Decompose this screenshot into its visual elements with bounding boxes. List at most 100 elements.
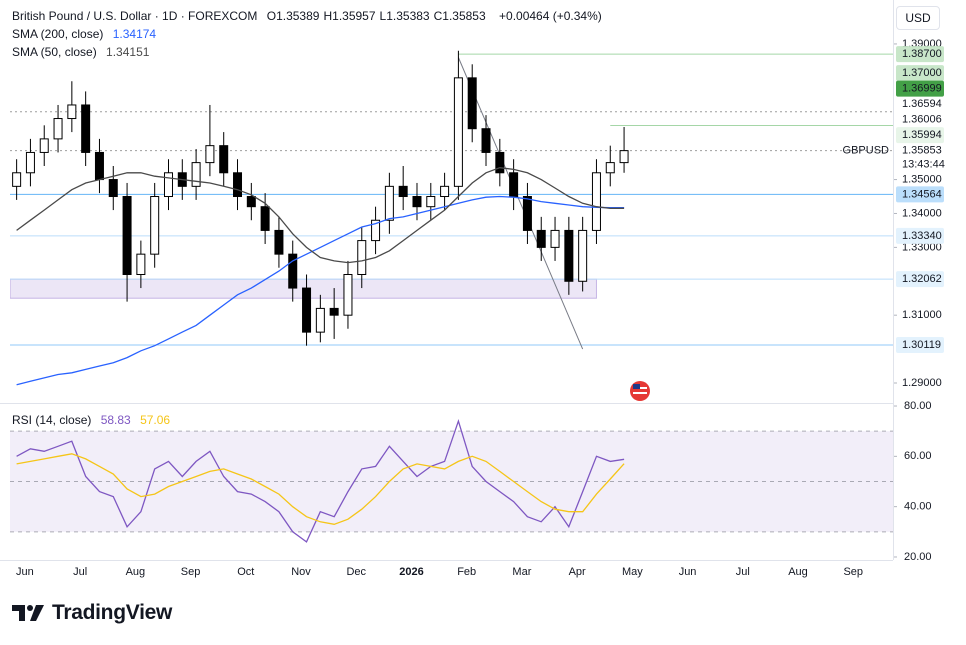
candle-body — [246, 196, 256, 208]
line — [16, 453, 625, 525]
candle-body — [136, 253, 146, 275]
ohlc-item: L1.35383 — [380, 9, 430, 23]
candle-body — [343, 273, 353, 316]
candle-body — [39, 138, 49, 153]
flag-icon — [630, 381, 650, 401]
y-tick-label: 1.29000 — [902, 377, 942, 389]
candle-body — [81, 104, 91, 153]
y-tick-label: 60.00 — [904, 450, 932, 462]
y-tick-label: 20.00 — [904, 551, 932, 563]
x-tick-label: Feb — [457, 566, 476, 578]
candle-body — [578, 229, 588, 282]
symbol-label: GBPUSD — [843, 145, 890, 157]
candle-body — [522, 196, 532, 231]
candle-body — [219, 145, 229, 174]
change: +0.00464 (+0.34%) — [499, 9, 602, 23]
brand-name: TradingView — [52, 601, 173, 624]
rsi-ma-value: 57.06 — [140, 413, 171, 427]
candle-body — [274, 229, 284, 255]
candle-body — [25, 151, 35, 174]
price-label: 1.36999 — [902, 83, 942, 95]
candle-body — [12, 172, 22, 187]
trendline — [457, 57, 584, 350]
price-label-box — [896, 80, 944, 97]
candle-body — [440, 185, 450, 198]
candle-body — [315, 307, 325, 333]
price-label-box — [896, 186, 944, 203]
x-tick-label: Sep — [843, 566, 863, 578]
y-tick-label: 40.00 — [904, 501, 932, 513]
ohlc-value: 1.35383 — [386, 9, 430, 23]
candle-body — [426, 196, 436, 208]
price-label: 1.37000 — [902, 67, 942, 79]
candle-body — [398, 185, 408, 198]
candle-body — [619, 150, 629, 164]
price-label: 1.35853 — [902, 145, 942, 157]
price-label-box — [896, 337, 944, 354]
x-tick-label: Jun — [679, 566, 697, 578]
x-tick-label: Sep — [181, 566, 201, 578]
symbol-title: British Pound / U.S. Dollar · 1D · FOREX… — [12, 9, 258, 23]
ohlc-value: 1.35389 — [276, 9, 320, 23]
price-label: 1.32062 — [902, 273, 942, 285]
y-tick-label: 1.33000 — [902, 241, 942, 253]
x-tick-label: Mar — [512, 566, 531, 578]
ohlc-item: C1.35853 — [434, 9, 486, 23]
price-label-box — [896, 65, 944, 82]
x-tick-label: 2026 — [399, 566, 423, 578]
candle-body — [384, 185, 394, 221]
currency-button[interactable]: USD — [896, 6, 940, 30]
candle-body — [453, 77, 463, 187]
candle-body — [288, 253, 298, 289]
x-tick-label: Nov — [291, 566, 311, 578]
rsi-legend: RSI (14, close) 58.83 57.06 — [12, 413, 176, 427]
rsi-title: RSI (14, close) — [12, 413, 92, 427]
x-tick-label: Aug — [788, 566, 808, 578]
x-tick-label: Apr — [569, 566, 586, 578]
price-label: 1.36006 — [902, 114, 942, 126]
candle-body — [371, 219, 381, 242]
candle-body — [412, 196, 422, 208]
price-label-box — [896, 46, 944, 63]
price-label: 1.30119 — [902, 339, 941, 351]
candle-body — [329, 307, 339, 316]
sma-name: SMA (50, close) — [12, 45, 97, 59]
sma-name: SMA (200, close) — [12, 27, 104, 41]
x-tick-label: Jul — [73, 566, 87, 578]
candle-body — [481, 128, 491, 153]
brand: TradingView — [12, 601, 172, 625]
candle-body — [191, 162, 201, 187]
candle-body — [302, 287, 312, 333]
price-label-box — [896, 271, 944, 288]
candle-body — [495, 151, 505, 174]
candle-body — [550, 229, 560, 248]
price-label-box — [896, 227, 944, 244]
ohlc-value: 1.35853 — [442, 9, 486, 23]
sma-value: 1.34151 — [106, 45, 150, 59]
line — [16, 167, 625, 264]
ohlc: O1.35389 H1.35957 L1.35383 C1.35853 — [267, 9, 490, 23]
ohlc-value: 1.35957 — [332, 9, 376, 23]
sma-value: 1.34174 — [112, 27, 157, 41]
candle-body — [67, 104, 77, 120]
price-pane — [10, 50, 893, 386]
price-label-box — [896, 127, 944, 144]
sma200-legend: SMA (200, close) 1.34174 — [12, 27, 162, 41]
x-tick-label: Jul — [736, 566, 750, 578]
rsi-pane — [10, 418, 893, 543]
candle-body — [233, 172, 243, 198]
x-tick-label: Aug — [126, 566, 146, 578]
y-tick-label: 80.00 — [904, 400, 932, 412]
y-tick-label: 1.31000 — [902, 309, 942, 321]
x-tick-label: Dec — [346, 566, 366, 578]
price-label: 1.36594 — [902, 98, 942, 110]
price-label: 1.34564 — [902, 188, 942, 200]
axes: 1.390001.350001.340001.330001.310001.290… — [16, 38, 945, 578]
candle-body — [564, 229, 574, 282]
x-tick-label: Jun — [16, 566, 34, 578]
ohlc-key: O — [266, 9, 277, 23]
candle-body — [605, 162, 615, 174]
candle-body — [53, 118, 63, 140]
